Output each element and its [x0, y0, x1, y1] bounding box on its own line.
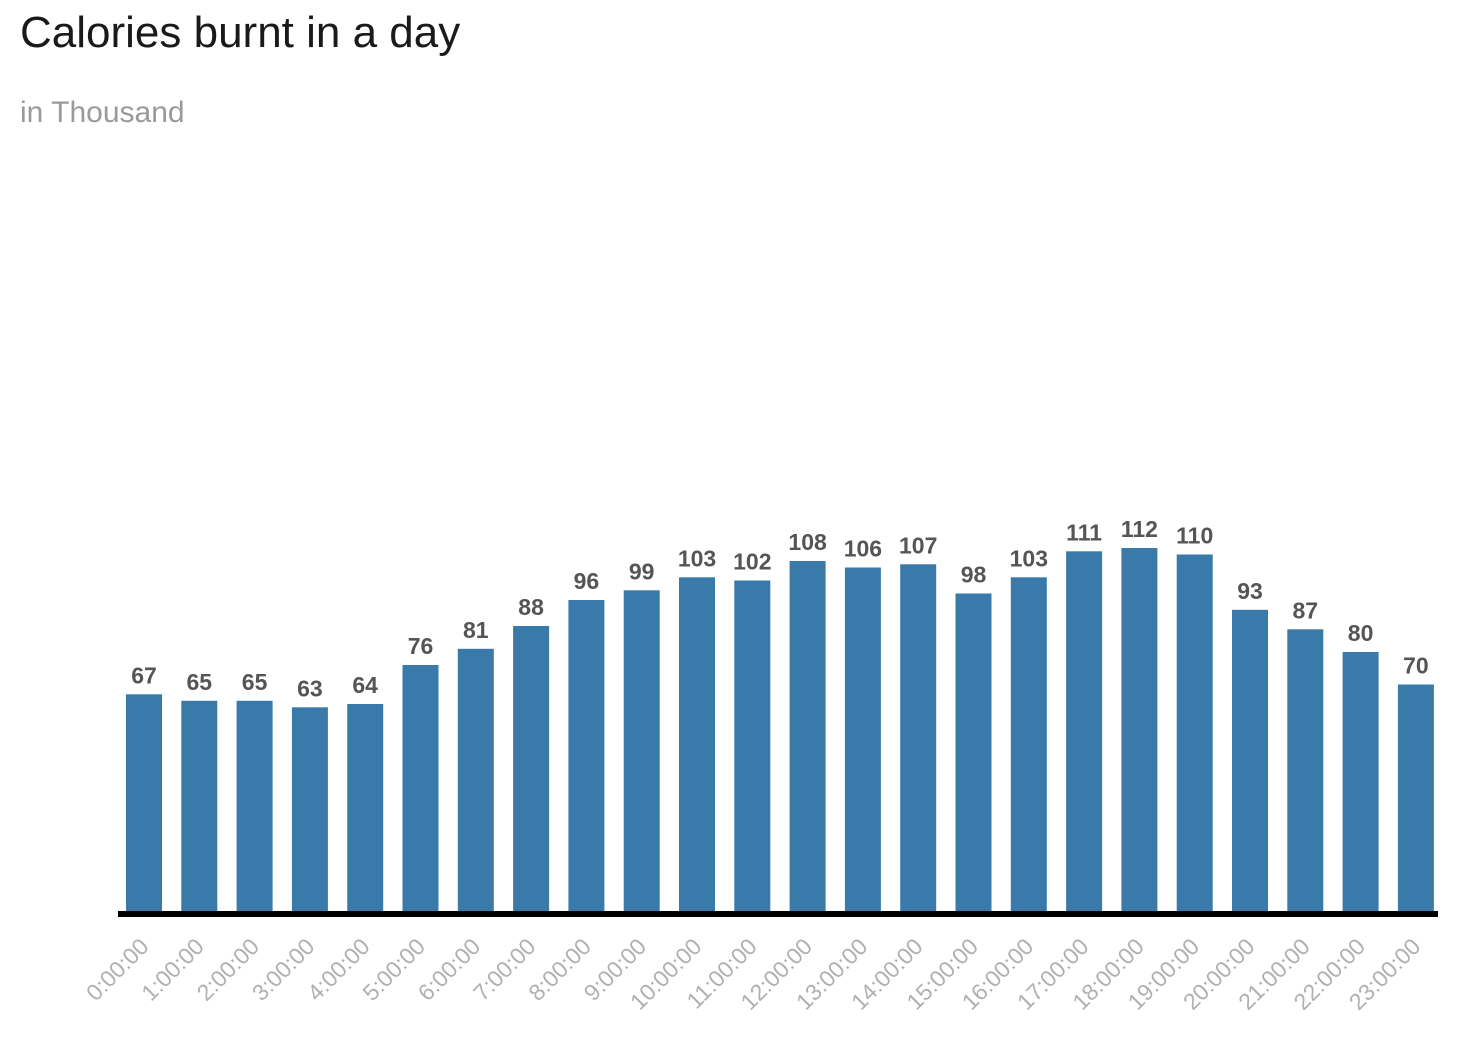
bar-9:00:00 — [623, 590, 660, 913]
bar-5:00:00 — [402, 665, 439, 912]
bar-value-label: 110 — [1176, 523, 1213, 549]
bar-value-label: 67 — [131, 662, 157, 688]
bar-8:00:00 — [568, 600, 605, 912]
value-labels-group: 67 65 65 63 64 76 81 88 96 99 103 102 108 106 107 98 103… — [131, 516, 1428, 701]
bar-2:00:00 — [236, 700, 273, 913]
chart-subtitle: in Thousand — [20, 96, 185, 129]
bar-value-label: 96 — [574, 568, 600, 594]
bar-13:00:00 — [844, 567, 881, 912]
bar-4:00:00 — [347, 704, 384, 912]
bar-value-label: 111 — [1066, 519, 1102, 545]
bar-value-label: 81 — [463, 617, 489, 643]
bar-value-label: 65 — [242, 669, 268, 695]
bar-value-label: 102 — [733, 549, 771, 575]
bar-7:00:00 — [513, 626, 550, 912]
bar-21:00:00 — [1287, 629, 1324, 913]
bar-23:00:00 — [1397, 684, 1434, 912]
bar-value-label: 107 — [899, 532, 937, 558]
bar-value-label: 87 — [1293, 597, 1319, 623]
bar-3:00:00 — [291, 707, 328, 913]
bar-12:00:00 — [789, 561, 826, 912]
bar-18:00:00 — [1121, 548, 1158, 912]
x-tick-labels-group: 0:00:001:00:002:00:003:00:004:00:005:00:… — [81, 933, 1426, 1015]
bar-value-label: 76 — [408, 633, 434, 659]
bar-value-label: 103 — [678, 545, 716, 571]
bar-19:00:00 — [1176, 554, 1213, 912]
bars-group — [126, 548, 1434, 913]
bar-6:00:00 — [457, 648, 494, 913]
bar-22:00:00 — [1342, 652, 1379, 912]
bar-value-label: 70 — [1403, 653, 1429, 679]
bar-value-label: 103 — [1010, 545, 1048, 571]
bar-10:00:00 — [679, 577, 715, 913]
bar-0:00:00 — [126, 694, 162, 913]
bar-1:00:00 — [181, 700, 218, 913]
bar-value-label: 63 — [297, 675, 323, 701]
bar-14:00:00 — [900, 564, 937, 913]
bar-value-label: 99 — [629, 558, 655, 584]
bar-15:00:00 — [955, 593, 992, 912]
bar-value-label: 64 — [352, 672, 378, 698]
bar-value-label: 93 — [1237, 578, 1263, 604]
bar-value-label: 98 — [961, 562, 987, 588]
bar-value-label: 108 — [788, 529, 827, 555]
bar-value-label: 65 — [187, 669, 213, 695]
bar-value-label: 88 — [518, 594, 544, 620]
bar-16:00:00 — [1010, 577, 1047, 913]
bar-17:00:00 — [1066, 551, 1103, 913]
bar-20:00:00 — [1232, 609, 1268, 913]
bar-value-label: 112 — [1121, 516, 1158, 542]
chart-title: Calories burnt in a day — [20, 8, 461, 57]
bar-value-label: 106 — [844, 536, 882, 562]
bar-value-label: 80 — [1348, 620, 1374, 646]
bar-11:00:00 — [734, 580, 771, 912]
